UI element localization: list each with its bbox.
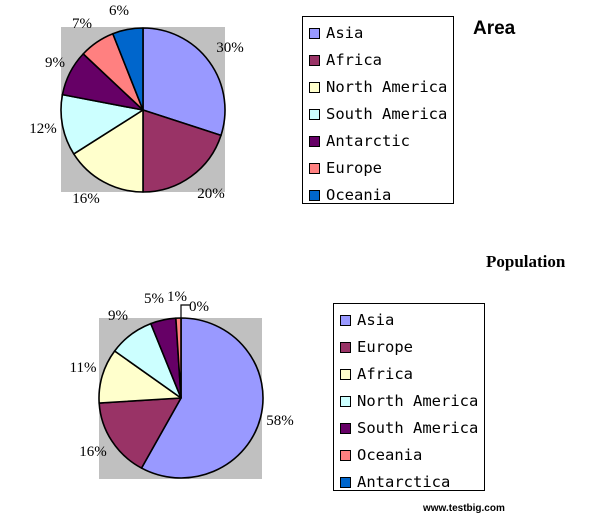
population-legend-item-antarctica: Antarctica: [340, 472, 450, 492]
area-data-label-antarctic: 9%: [45, 55, 65, 71]
population-legend-label-europe: Europe: [357, 338, 413, 356]
population-legend-item-europe: Europe: [340, 337, 413, 357]
area-legend-label-oceania: Oceania: [326, 186, 392, 204]
population-legend-swatch-north-america: [340, 395, 351, 407]
population-legend-item-asia: Asia: [340, 310, 394, 330]
area-slice-oceania: [112, 27, 144, 111]
population-data-label-africa: 11%: [70, 360, 97, 376]
area-legend-label-africa: Africa: [326, 51, 382, 69]
area-slice-africa: [142, 109, 222, 193]
area-legend-item-south-america: South America: [309, 104, 447, 124]
area-legend-item-antarctic: Antarctic: [309, 131, 410, 151]
area-legend-item-europe: Europe: [309, 158, 382, 178]
population-data-label-antarctica: 0%: [189, 299, 209, 315]
population-legend-label-africa: Africa: [357, 365, 413, 383]
population-legend: Asia Europe Africa North America South Ameri…: [333, 303, 485, 491]
area-chart-title: Area: [473, 18, 516, 39]
area-data-label-africa: 20%: [197, 186, 225, 202]
population-data-label-south-america: 5%: [144, 291, 164, 307]
population-legend-swatch-oceania: [340, 449, 351, 461]
area-legend-label-north-america: North America: [326, 78, 448, 96]
population-legend-label-antarctica: Antarctica: [357, 473, 451, 491]
population-data-label-asia: 58%: [266, 413, 294, 429]
population-legend-swatch-antarctica: [340, 476, 351, 488]
area-legend-swatch-north-america: [309, 81, 320, 93]
area-legend-item-oceania: Oceania: [309, 185, 391, 205]
area-legend-label-europe: Europe: [326, 159, 382, 177]
population-legend-item-oceania: Oceania: [340, 445, 422, 465]
area-legend-item-africa: Africa: [309, 50, 382, 70]
area-legend-swatch-antarctic: [309, 135, 320, 147]
area-slice-asia: [142, 27, 226, 137]
population-data-label-north-america: 9%: [108, 308, 128, 324]
population-legend-label-north-america: North America: [357, 392, 479, 410]
population-legend-label-oceania: Oceania: [357, 446, 423, 464]
area-legend-swatch-europe: [309, 162, 320, 174]
area-legend-swatch-africa: [309, 54, 320, 66]
population-legend-label-south-america: South America: [357, 419, 479, 437]
area-slice-north-america: [72, 109, 144, 193]
area-legend-item-north-america: North America: [309, 77, 447, 97]
area-legend-swatch-oceania: [309, 189, 320, 201]
area-legend-item-asia: Asia: [309, 23, 363, 43]
population-legend-swatch-south-america: [340, 422, 351, 434]
area-slice-south-america: [60, 93, 144, 155]
area-data-label-south-america: 12%: [29, 121, 57, 137]
area-data-label-oceania: 6%: [109, 3, 129, 19]
source-credit: www.testbig.com: [423, 503, 505, 514]
area-legend-label-antarctic: Antarctic: [326, 132, 410, 150]
area-legend-label-south-america: South America: [326, 105, 448, 123]
population-slice-europe: [98, 397, 182, 469]
population-chart-title: Population: [486, 252, 566, 271]
area-data-label-europe: 7%: [72, 16, 92, 32]
population-legend-item-north-america: North America: [340, 391, 478, 411]
population-legend-swatch-europe: [340, 341, 351, 353]
area-legend-label-asia: Asia: [326, 24, 364, 42]
area-data-label-asia: 30%: [216, 40, 244, 56]
area-legend: Asia Africa North America South America Anta…: [302, 16, 454, 204]
area-data-label-north-america: 16%: [72, 191, 100, 207]
area-legend-swatch-south-america: [309, 108, 320, 120]
population-legend-swatch-africa: [340, 368, 351, 380]
area-legend-swatch-asia: [309, 27, 320, 39]
population-slice-asia: [140, 317, 264, 479]
population-legend-item-south-america: South America: [340, 418, 478, 438]
population-data-label-oceania: 1%: [167, 289, 187, 305]
population-data-label-europe: 16%: [79, 444, 107, 460]
population-leader-line-antarctica: [180, 304, 190, 318]
population-legend-swatch-asia: [340, 314, 351, 326]
population-legend-label-asia: Asia: [357, 311, 395, 329]
population-legend-item-africa: Africa: [340, 364, 413, 384]
